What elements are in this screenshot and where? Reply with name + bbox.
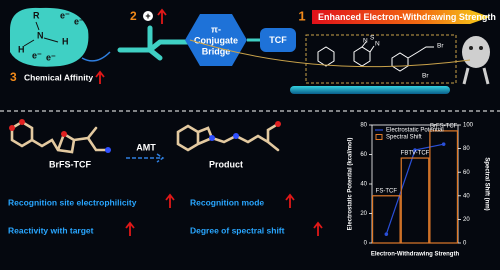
amine: R N H H e⁻ e⁻ e⁻ e⁻ xyxy=(18,10,84,62)
probe-label: BrFS-TCF xyxy=(49,159,91,169)
ghost xyxy=(462,36,490,68)
electron-flow xyxy=(81,51,111,62)
atom-o xyxy=(275,121,281,127)
recognition-site xyxy=(117,25,193,61)
y2-tick-label: 80 xyxy=(463,146,470,152)
legend-swatch xyxy=(375,134,383,140)
atom-n xyxy=(233,133,239,139)
electron: e⁻ xyxy=(74,16,84,26)
badge-2: 2 xyxy=(130,9,137,23)
marker xyxy=(441,142,446,146)
y2-tick-label: 0 xyxy=(463,241,467,247)
electron: e⁻ xyxy=(46,52,56,62)
marker xyxy=(384,232,389,236)
amine-bonds xyxy=(23,21,59,47)
bridge-label: Bridge xyxy=(202,46,231,56)
legend-label: Spectral Shift xyxy=(386,135,422,141)
acceptor-box xyxy=(260,28,296,52)
atom: R xyxy=(33,10,40,20)
benzene xyxy=(317,46,335,67)
atom: Br xyxy=(437,43,444,50)
bridge-hexagon xyxy=(185,14,247,66)
product-label: Product xyxy=(209,159,243,169)
amine-blob xyxy=(10,7,89,67)
atom: H xyxy=(18,44,25,54)
product-molecule xyxy=(176,122,280,152)
atom-o xyxy=(19,119,25,125)
atom-o xyxy=(61,131,67,137)
reaction-arrow xyxy=(126,153,165,163)
atom: S xyxy=(370,35,375,42)
badge-1: 1 xyxy=(298,8,305,23)
x-axis-title: Electron-Withdrawing Strength xyxy=(371,252,460,258)
fragment-box xyxy=(305,34,457,84)
atom-n xyxy=(105,147,111,153)
chart: 0 20 40 60 80 0 20 40 60 80 100 Electrostatic Poten… xyxy=(348,123,490,258)
y2-tick-label: 20 xyxy=(463,217,470,223)
y-tick-label: 80 xyxy=(360,123,367,129)
y2-tick-label: 60 xyxy=(463,170,470,176)
atom: Br xyxy=(422,73,429,80)
y-axis-title: Electrostatic Potential (kcal/mol) xyxy=(348,138,354,231)
y2-tick-label: 100 xyxy=(463,123,474,129)
fragment-atoms: S N N Br Br xyxy=(363,35,444,80)
banner-text: Enhanced Electron-Withdrawing Strength xyxy=(318,12,496,22)
badge-3: 3 xyxy=(10,70,17,84)
atom: H xyxy=(62,36,69,46)
effect: Reactivity with target xyxy=(8,225,94,235)
banner-arrow xyxy=(312,10,490,24)
bridge-label: π- xyxy=(211,24,221,34)
bridge-label: Conjugate xyxy=(194,35,238,45)
bar xyxy=(371,195,401,244)
acceptor-label: TCF xyxy=(269,35,287,45)
y-tick-label: 40 xyxy=(360,182,367,188)
atom: N xyxy=(375,41,380,48)
ghost-eye xyxy=(469,46,473,50)
charge-circle xyxy=(143,11,153,21)
charge: + xyxy=(145,11,150,21)
y-tick-label: 20 xyxy=(360,211,367,217)
electron: e⁻ xyxy=(32,50,42,60)
effect: Recognition site electrophilicity xyxy=(8,197,137,207)
y2-axis-title: Spectral Shift (nm) xyxy=(483,157,489,210)
bonds xyxy=(361,41,375,53)
atom-o xyxy=(9,125,15,131)
atom-n xyxy=(209,135,215,141)
up-arrow xyxy=(95,70,105,84)
reagent-label: AMT xyxy=(136,142,156,152)
legend-label: Electrostatic Potential xyxy=(386,128,444,134)
category-label: BrFS-TCF xyxy=(430,123,458,129)
tube xyxy=(290,86,450,94)
category-label: FBTV-TCF xyxy=(401,151,430,157)
up-arrows xyxy=(125,193,323,236)
rope xyxy=(189,39,471,68)
effect: Recognition mode xyxy=(190,197,264,207)
probe-molecule xyxy=(10,120,110,154)
up-arrow xyxy=(157,8,167,24)
ghost-legs xyxy=(462,67,490,85)
y-tick-label: 0 xyxy=(364,241,368,247)
electron: e⁻ xyxy=(60,10,70,20)
marker xyxy=(413,148,417,152)
affinity-label: Chemical Affinity xyxy=(24,72,93,82)
atom: N xyxy=(363,38,368,45)
category-label: FS-TCF xyxy=(376,188,398,194)
y2-tick-label: 40 xyxy=(463,193,470,199)
bar xyxy=(400,157,430,244)
effect: Degree of spectral shift xyxy=(190,225,285,235)
bar xyxy=(429,130,459,244)
y-tick-label: 60 xyxy=(360,152,367,158)
atom: N xyxy=(37,30,44,40)
ghost-eye xyxy=(479,46,483,50)
